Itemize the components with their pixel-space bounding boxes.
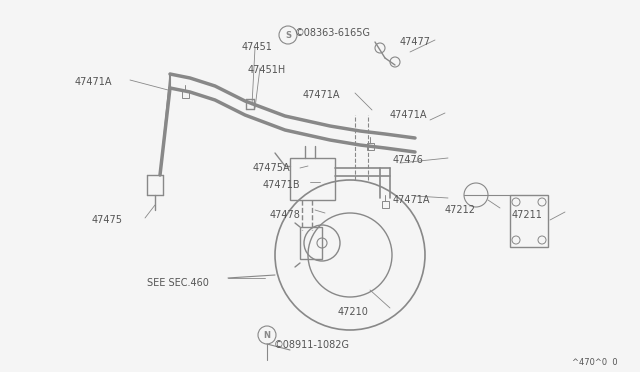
Text: 47211: 47211 xyxy=(512,210,543,220)
Text: 47212: 47212 xyxy=(445,205,476,215)
Text: 47476: 47476 xyxy=(393,155,424,165)
Text: 47210: 47210 xyxy=(338,307,369,317)
Text: 47471A: 47471A xyxy=(390,110,428,120)
Bar xyxy=(382,201,389,208)
Text: N: N xyxy=(264,330,271,340)
Bar xyxy=(300,227,322,259)
Text: 47471A: 47471A xyxy=(393,195,431,205)
Text: 47475A: 47475A xyxy=(253,163,291,173)
Text: 47477: 47477 xyxy=(400,37,431,47)
Bar xyxy=(510,195,548,247)
Text: 47475: 47475 xyxy=(92,215,123,225)
Text: 47451H: 47451H xyxy=(248,65,286,75)
Bar xyxy=(290,158,335,200)
Text: 47471A: 47471A xyxy=(303,90,340,100)
Text: ©08363-6165G: ©08363-6165G xyxy=(295,28,371,38)
Text: SEE SEC.460: SEE SEC.460 xyxy=(147,278,209,288)
Text: ^470^0  0: ^470^0 0 xyxy=(572,358,618,367)
Text: 47451: 47451 xyxy=(242,42,273,52)
Text: 47471A: 47471A xyxy=(75,77,113,87)
Bar xyxy=(182,91,189,98)
Text: 47471B: 47471B xyxy=(263,180,301,190)
Bar xyxy=(367,143,374,150)
Text: S: S xyxy=(285,31,291,39)
Text: 47478: 47478 xyxy=(270,210,301,220)
Text: ©08911-1082G: ©08911-1082G xyxy=(274,340,350,350)
